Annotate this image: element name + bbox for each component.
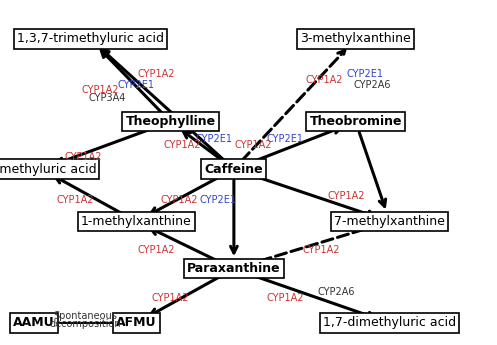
Text: CYP1A2: CYP1A2 xyxy=(152,293,189,303)
Text: 1-methylxanthine: 1-methylxanthine xyxy=(81,215,192,228)
Text: CYP2A6: CYP2A6 xyxy=(318,286,355,296)
Text: Theobromine: Theobromine xyxy=(310,115,402,128)
Text: AFMU: AFMU xyxy=(116,316,157,329)
Text: Paraxanthine: Paraxanthine xyxy=(187,262,281,275)
Text: AAMU: AAMU xyxy=(13,316,55,329)
Text: CYP1A2: CYP1A2 xyxy=(137,245,175,255)
Text: CYP1A2: CYP1A2 xyxy=(303,245,340,255)
Text: Caffeine: Caffeine xyxy=(205,162,263,176)
Text: 1,7-dimethyluric acid: 1,7-dimethyluric acid xyxy=(323,316,456,329)
Text: 1-methyluric acid: 1-methyluric acid xyxy=(0,162,96,176)
Text: CYP2A6: CYP2A6 xyxy=(354,80,392,90)
Text: Spontaneous: Spontaneous xyxy=(53,311,117,321)
Text: 7-methylxanthine: 7-methylxanthine xyxy=(334,215,445,228)
Text: CYP1A2: CYP1A2 xyxy=(81,85,119,95)
Text: CYP2E1: CYP2E1 xyxy=(347,69,384,79)
Text: CYP1A2: CYP1A2 xyxy=(161,195,198,205)
Text: CYP1A2: CYP1A2 xyxy=(266,293,304,303)
Text: CYP1A2: CYP1A2 xyxy=(327,191,365,201)
Text: CYP1A2: CYP1A2 xyxy=(305,75,343,85)
Text: decomposition: decomposition xyxy=(50,319,121,329)
Text: 3-methylxanthine: 3-methylxanthine xyxy=(300,32,411,46)
Text: CYP1A2: CYP1A2 xyxy=(57,195,94,205)
Text: CYP2E1: CYP2E1 xyxy=(266,134,304,144)
Text: 1,3,7-trimethyluric acid: 1,3,7-trimethyluric acid xyxy=(17,32,164,46)
Text: Theophylline: Theophylline xyxy=(126,115,216,128)
Text: CYP1A2: CYP1A2 xyxy=(64,152,102,162)
Text: CYP2E1: CYP2E1 xyxy=(196,134,233,144)
Text: CYP1A2: CYP1A2 xyxy=(137,69,175,79)
Text: CYP2E1: CYP2E1 xyxy=(200,195,237,205)
Text: CYP1A2: CYP1A2 xyxy=(164,140,201,150)
Text: CYP2E1: CYP2E1 xyxy=(118,80,155,90)
Text: CYP1A2: CYP1A2 xyxy=(235,140,272,150)
Text: CYP3A4: CYP3A4 xyxy=(88,93,126,103)
